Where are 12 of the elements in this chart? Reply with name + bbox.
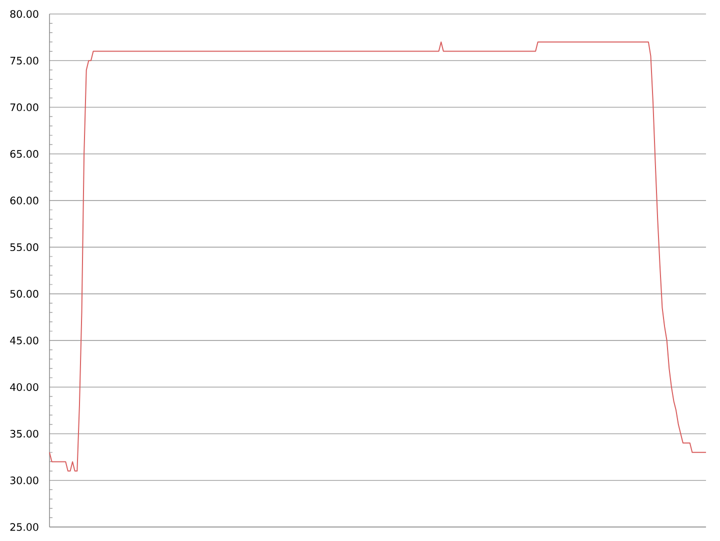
y-tick-label: 75.00 xyxy=(10,56,38,65)
y-tick-label: 25.00 xyxy=(10,523,38,531)
y-tick-label: 65.00 xyxy=(10,150,38,158)
y-tick-label: 60.00 xyxy=(10,196,38,204)
y-tick-label: 80.00 xyxy=(10,10,38,18)
y-tick-label: 50.00 xyxy=(10,290,38,298)
y-tick-label: 35.00 xyxy=(10,430,38,438)
y-tick-label: 40.00 xyxy=(10,383,38,391)
y-tick-label: 55.00 xyxy=(10,243,38,252)
y-tick-label: 30.00 xyxy=(10,476,38,484)
y-tick-label: 45.00 xyxy=(10,336,38,344)
y-tick-label: 70.00 xyxy=(10,103,38,112)
